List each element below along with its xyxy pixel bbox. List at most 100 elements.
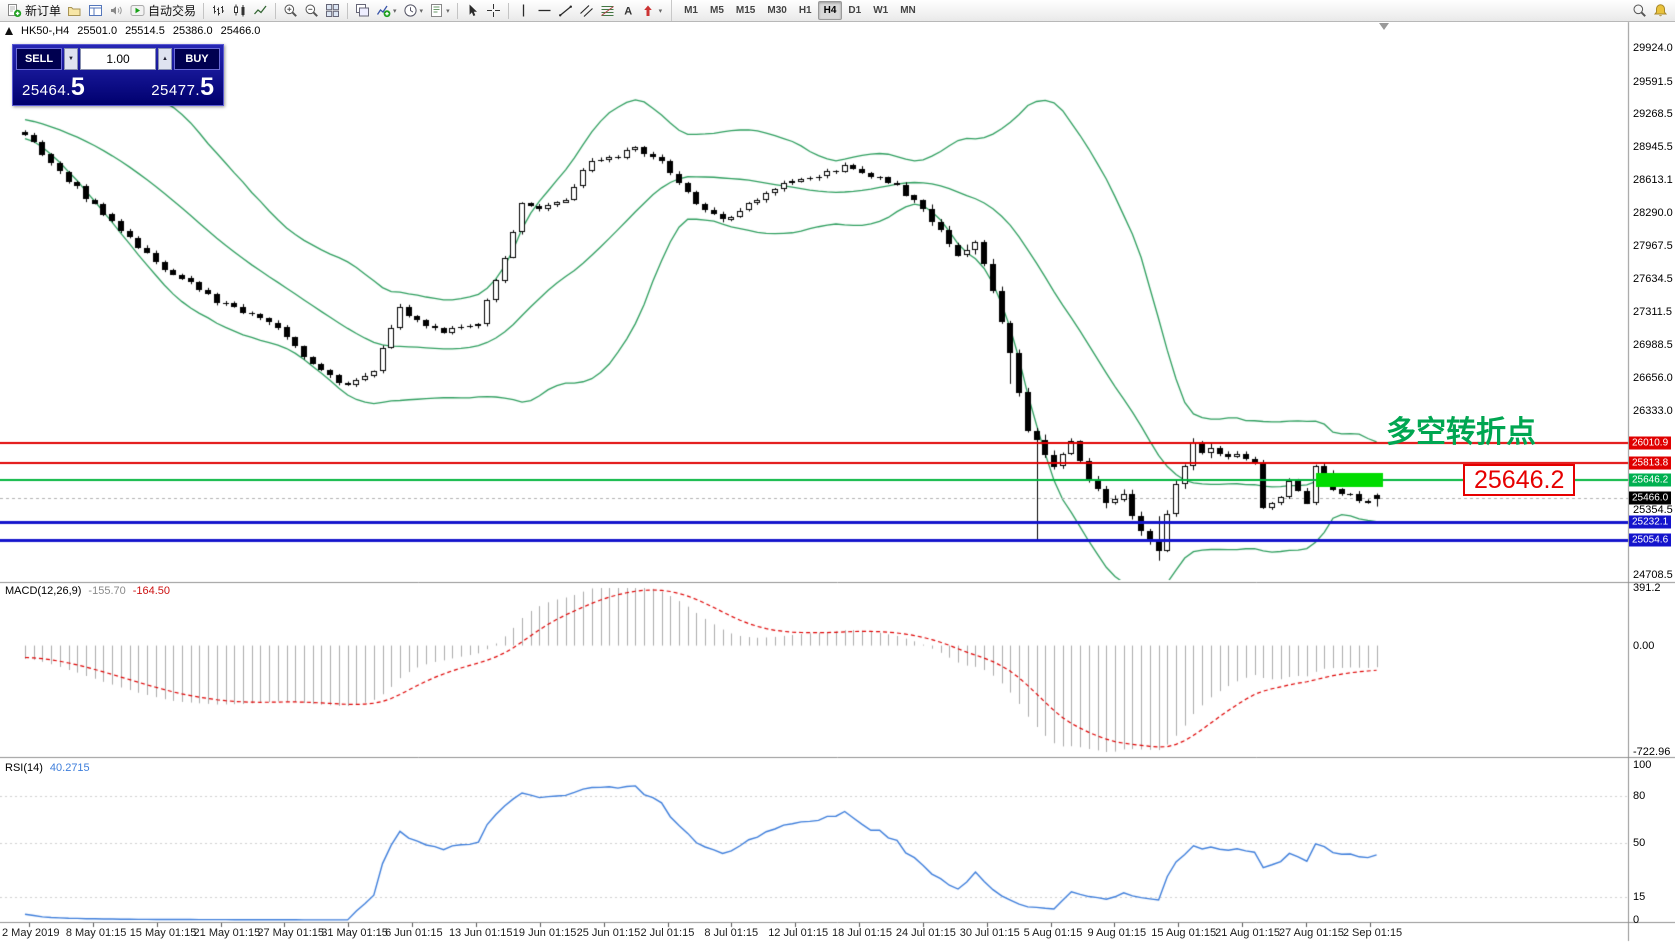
one-click-trading-panel: SELL ▼ ▲ BUY 25464.5 25477.5 <box>12 44 224 106</box>
sell-button[interactable]: SELL <box>16 48 62 70</box>
timeframe-m30-button[interactable]: M30 <box>767 5 787 16</box>
timeframe-m5-button[interactable]: M5 <box>710 5 724 16</box>
chart-profiles-button[interactable] <box>64 1 85 21</box>
timeframe-m15-button[interactable]: M15 <box>735 5 756 16</box>
rsi-name: RSI(14) <box>5 762 43 774</box>
arrange-windows-button[interactable] <box>352 1 373 21</box>
timeframe-h1-button[interactable]: H1 <box>798 5 812 16</box>
low-value: 25386.0 <box>172 25 213 37</box>
chart-shift-marker-icon[interactable] <box>1379 23 1389 30</box>
channel-icon <box>579 3 594 18</box>
high-value: 25514.5 <box>125 25 165 37</box>
search-icon <box>1632 3 1647 18</box>
line-chart-button[interactable] <box>250 1 271 21</box>
new-order-button[interactable]: 新订单 <box>4 1 64 21</box>
zoom-out-button[interactable] <box>301 1 322 21</box>
data-window-icon <box>88 3 103 18</box>
clock-icon <box>403 3 418 18</box>
candlestick-chart-button[interactable] <box>229 1 250 21</box>
channel-button[interactable] <box>576 1 597 21</box>
chart-title-overlay: HK50-,H4 25501.0 25514.5 25386.0 25466.0 <box>5 25 260 37</box>
buy-button[interactable]: BUY <box>174 48 220 70</box>
bar-chart-button[interactable] <box>208 1 229 21</box>
horizontal-line-button[interactable] <box>534 1 555 21</box>
notifications-button[interactable] <box>1650 1 1671 21</box>
rsi-value: 40.2715 <box>49 762 90 774</box>
arrange-icon <box>355 3 370 18</box>
toolbar-separator <box>347 2 349 19</box>
zoom-in-button[interactable] <box>280 1 301 21</box>
tile-windows-button[interactable] <box>322 1 343 21</box>
autotrading-button[interactable]: 自动交易 <box>127 1 199 21</box>
volume-increase-button[interactable]: ▲ <box>158 48 172 70</box>
sound-alerts-button[interactable] <box>106 1 127 21</box>
buy-price[interactable]: 25477. 5 <box>151 73 214 101</box>
chart-icon <box>5 27 13 35</box>
cursor-button[interactable] <box>462 1 483 21</box>
sell-price[interactable]: 25464. 5 <box>22 73 85 101</box>
vertical-line-button[interactable] <box>513 1 534 21</box>
fibonacci-button[interactable] <box>597 1 618 21</box>
rsi-indicator-label: RSI(14) 40.2715 <box>5 762 90 774</box>
text-icon: A <box>621 3 636 18</box>
symbol-period-label: HK50-,H4 <box>21 25 70 37</box>
line-icon <box>253 3 268 18</box>
crosshair-icon <box>486 3 501 18</box>
text-button[interactable]: A <box>618 1 639 21</box>
turning-point-annotation[interactable]: 多空转折点 <box>1386 416 1536 449</box>
templates-button[interactable]: ▾ <box>426 1 453 21</box>
volume-decrease-button[interactable]: ▼ <box>64 48 78 70</box>
crosshair-button[interactable] <box>483 1 504 21</box>
autotrading-icon <box>130 3 145 18</box>
new-order-button-label: 新订单 <box>25 4 62 18</box>
candles-icon <box>232 3 247 18</box>
timeframe-h4-button[interactable]: H4 <box>817 1 843 20</box>
volume-input[interactable] <box>80 48 156 70</box>
timeframe-d1-button[interactable]: D1 <box>848 5 862 16</box>
toolbar-separator <box>203 2 205 19</box>
vline-icon <box>516 3 531 18</box>
data-window-button[interactable] <box>85 1 106 21</box>
toolbar-separator <box>456 2 458 19</box>
sound-icon <box>109 3 124 18</box>
dropdown-arrow-icon: ▾ <box>419 7 424 15</box>
timeframe-w1-button[interactable]: W1 <box>873 5 889 16</box>
macd-value: -155.70 <box>88 585 126 597</box>
zoom-in-icon <box>283 3 298 18</box>
timeframe-toolbar: M1 M5 M15 M30 H1 H4 D1 W1 MN <box>671 0 922 21</box>
arrows-icon <box>642 3 657 18</box>
svg-text:A: A <box>624 6 632 18</box>
arrow-up-icon: ▲ <box>162 56 168 62</box>
dropdown-arrow-icon: ▾ <box>393 7 397 15</box>
search-button[interactable] <box>1629 1 1650 21</box>
dropdown-arrow-icon: ▾ <box>446 7 450 15</box>
periods-button[interactable]: ▾ <box>400 1 427 21</box>
timeframe-mn-button[interactable]: MN <box>900 5 916 16</box>
macd-name: MACD(12,26,9) <box>5 585 82 597</box>
new-order-icon <box>7 3 22 18</box>
arrow-down-icon: ▼ <box>68 56 74 62</box>
trendline-button[interactable] <box>555 1 576 21</box>
toolbar: 新订单 自动交易 ▾ ▾ ▾ A ▾ M1 M5 M15 M30 H1 H4 D1 W1 MN <box>0 0 1675 22</box>
price-callout-label[interactable]: 25646.2 <box>1463 464 1576 496</box>
dropdown-arrow-icon: ▾ <box>658 7 663 15</box>
macd-signal-value: -164.50 <box>132 585 171 597</box>
zoom-out-icon <box>304 3 319 18</box>
cursor-icon <box>465 3 480 18</box>
bell-icon <box>1653 3 1668 18</box>
fibo-icon <box>600 3 615 18</box>
arrows-button[interactable]: ▾ <box>639 1 666 21</box>
hline-icon <box>537 3 552 18</box>
profiles-icon <box>67 3 82 18</box>
toolbar-buttons: 新订单 自动交易 ▾ ▾ ▾ A ▾ <box>4 0 665 21</box>
timeframe-m1-button[interactable]: M1 <box>684 5 698 16</box>
ohlc-values: 25501.0 25514.5 25386.0 25466.0 <box>77 25 260 37</box>
template-icon <box>429 3 444 18</box>
indicators-button[interactable]: ▾ <box>373 1 400 21</box>
tile-icon <box>325 3 340 18</box>
trendline-icon <box>558 3 573 18</box>
autotrading-button-label: 自动交易 <box>148 4 197 18</box>
close-value: 25466.0 <box>220 25 261 37</box>
